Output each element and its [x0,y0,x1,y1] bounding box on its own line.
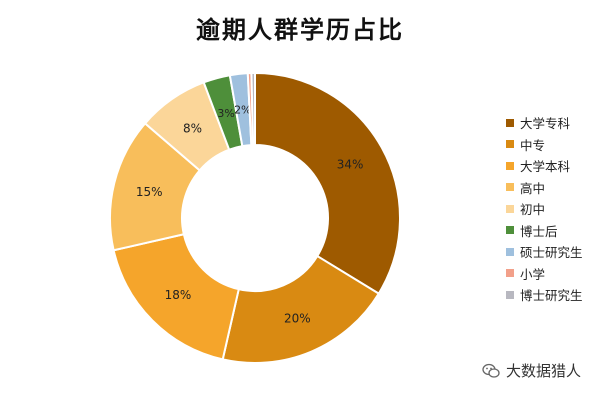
legend-label: 大学本科 [520,159,571,175]
legend-swatch [506,290,514,299]
legend-swatch [506,269,514,278]
chart-title: 逾期人群学历占比 [196,16,404,44]
legend-swatch [506,161,514,170]
watermark-text: 大数据猎人 [506,362,582,380]
legend-item: 博士后 [506,220,583,242]
legend-item: 大学本科 [506,155,583,177]
slice-label-5: 3% [217,107,234,120]
donut-slice-8 [250,71,256,147]
slice-label-6: 2% [234,104,251,117]
legend-swatch [506,118,514,127]
legend-label: 大学专科 [520,116,571,132]
legend-item: 博士研究生 [506,284,583,306]
legend-swatch [506,204,514,213]
legend-label: 高中 [520,180,546,196]
legend-label: 博士研究生 [520,288,583,304]
legend-swatch [506,140,514,149]
slice-label-1: 20% [284,311,311,325]
legend-swatch [506,226,514,235]
slice-label-4: 8% [183,122,202,136]
donut-slice-0 [254,71,401,295]
legend-item: 硕士研究生 [506,241,583,263]
legend-item: 中专 [506,134,583,156]
legend-label: 小学 [520,266,546,282]
slice-label-2: 18% [165,288,192,302]
legend-label: 硕士研究生 [520,245,583,261]
legend-swatch [506,183,514,192]
legend-item: 高中 [506,177,583,199]
watermark: 大数据猎人 [482,360,581,381]
slice-label-3: 15% [136,185,163,199]
slice-label-0: 34% [337,158,364,172]
donut-slice-1 [221,254,381,364]
legend-item: 大学专科 [506,112,583,134]
wechat-icon [482,363,500,378]
legend-label: 中专 [520,137,546,153]
legend-label: 博士后 [520,223,558,239]
legend-label: 初中 [520,202,546,218]
legend-item: 初中 [506,198,583,220]
legend-item: 小学 [506,263,583,285]
donut-slice-2 [112,233,240,361]
chart-legend: 大学专科中专大学本科高中初中博士后硕士研究生小学博士研究生 [506,112,583,306]
legend-swatch [506,247,514,256]
